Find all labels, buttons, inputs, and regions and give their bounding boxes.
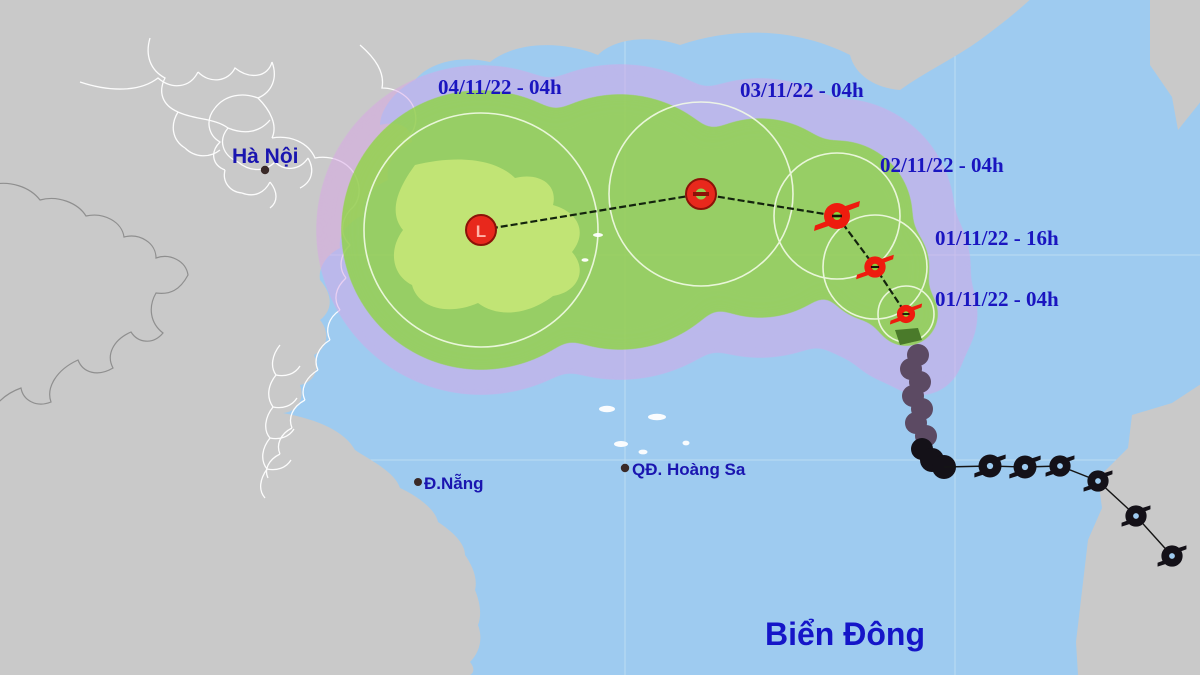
svg-text:QĐ. Hoàng Sa: QĐ. Hoàng Sa	[632, 460, 746, 479]
svg-text:04/11/22 - 04h: 04/11/22 - 04h	[438, 75, 562, 99]
svg-text:Biển Đông: Biển Đông	[765, 616, 925, 652]
svg-text:01/11/22 - 16h: 01/11/22 - 16h	[935, 226, 1059, 250]
svg-text:02/11/22 - 04h: 02/11/22 - 04h	[880, 153, 1004, 177]
svg-text:Hà Nội: Hà Nội	[232, 145, 299, 168]
svg-text:01/11/22 - 04h: 01/11/22 - 04h	[935, 287, 1059, 311]
svg-text:L: L	[476, 222, 486, 241]
svg-text:03/11/22 - 04h: 03/11/22 - 04h	[740, 78, 864, 102]
svg-text:Đ.Nẵng: Đ.Nẵng	[424, 473, 484, 493]
